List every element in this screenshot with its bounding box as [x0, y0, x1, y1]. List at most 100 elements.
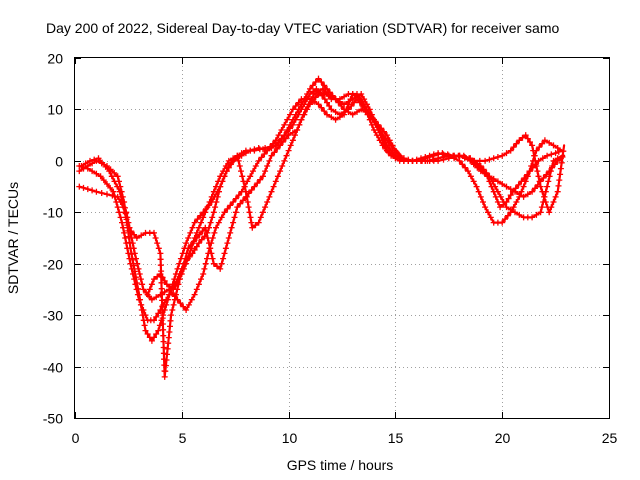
data-point [292, 111, 299, 118]
data-point [546, 173, 553, 180]
data-point [131, 268, 138, 275]
data-point [155, 310, 162, 317]
data-point [461, 154, 468, 160]
data-point [381, 142, 388, 149]
data-point [174, 279, 181, 286]
data-point [104, 181, 110, 187]
data-point [375, 127, 382, 133]
data-point [268, 188, 275, 195]
data-point [532, 157, 539, 164]
data-point [503, 183, 510, 190]
data-point [119, 219, 125, 226]
data-point [294, 127, 301, 133]
data-point [550, 142, 557, 149]
data-point [512, 188, 518, 195]
data-point [180, 265, 187, 272]
data-point [95, 155, 102, 162]
data-point [202, 260, 209, 267]
data-point [304, 91, 311, 97]
data-point [241, 183, 248, 190]
data-point [274, 145, 281, 152]
data-point [351, 99, 358, 106]
data-point [164, 345, 171, 352]
data-point [231, 214, 238, 221]
data-point [477, 193, 484, 200]
data-point [298, 116, 305, 123]
data-point [396, 154, 403, 160]
data-point [480, 166, 487, 173]
data-point [232, 195, 239, 202]
data-point [277, 168, 284, 175]
data-point [194, 216, 201, 223]
data-point [208, 193, 215, 200]
data-point [295, 106, 302, 113]
data-point [234, 152, 241, 159]
data-point [540, 199, 547, 205]
data-point [148, 337, 155, 344]
data-point [492, 183, 499, 190]
data-point [164, 351, 170, 358]
data-point [158, 285, 165, 292]
data-point [527, 139, 533, 145]
data-point [560, 148, 567, 155]
tick-labels: 0 5 10 15 20 25 -50 -40 -30 -20 -10 0 10 20 [43, 51, 618, 447]
data-point [366, 106, 373, 113]
data-point [260, 209, 266, 216]
y-tick-label: 20 [47, 51, 63, 67]
data-point [435, 151, 442, 158]
data-point [121, 229, 128, 236]
data-point [170, 286, 177, 293]
data-point [507, 206, 514, 213]
data-point [269, 140, 276, 147]
data-point [203, 229, 210, 236]
data-point [140, 286, 147, 293]
data-point [271, 149, 278, 156]
data-point [255, 157, 262, 164]
data-point [324, 111, 330, 118]
data-point [224, 240, 231, 247]
y-tick-label: -10 [43, 205, 63, 221]
data-point [486, 173, 493, 180]
data-point [97, 173, 104, 180]
data-point [312, 79, 319, 85]
data-point [210, 188, 217, 195]
y-tick-label: -30 [43, 308, 63, 324]
data-point [213, 224, 219, 231]
data-point [155, 327, 162, 334]
data-point [161, 277, 168, 284]
data-point [160, 350, 167, 357]
data-point [538, 204, 545, 211]
data-point [536, 178, 543, 185]
series-track-4 [78, 85, 567, 380]
data-point [392, 152, 399, 159]
data-point [247, 173, 254, 180]
x-tick-label: 0 [72, 430, 80, 446]
data-point [217, 265, 224, 272]
data-point [260, 146, 266, 153]
data-point [326, 103, 333, 109]
data-point [207, 219, 214, 226]
data-point [324, 91, 330, 97]
data-point [528, 163, 535, 169]
data-point [114, 204, 121, 211]
data-point [257, 214, 264, 221]
data-point [289, 106, 296, 113]
data-point [151, 229, 157, 236]
data-point [341, 101, 348, 108]
data-point [503, 150, 510, 157]
data-point [155, 245, 162, 252]
data-point [237, 200, 244, 207]
data-point [524, 191, 531, 198]
data-point [165, 340, 172, 347]
data-point [91, 156, 98, 163]
data-point [524, 173, 531, 180]
data-point [195, 240, 202, 247]
data-point [530, 147, 537, 154]
y-tick-label: 10 [47, 102, 63, 118]
data-point [507, 186, 514, 193]
data-point [292, 132, 298, 139]
data-point [546, 139, 553, 146]
data-point [529, 188, 536, 195]
data-point [264, 147, 271, 154]
data-point [281, 121, 288, 128]
